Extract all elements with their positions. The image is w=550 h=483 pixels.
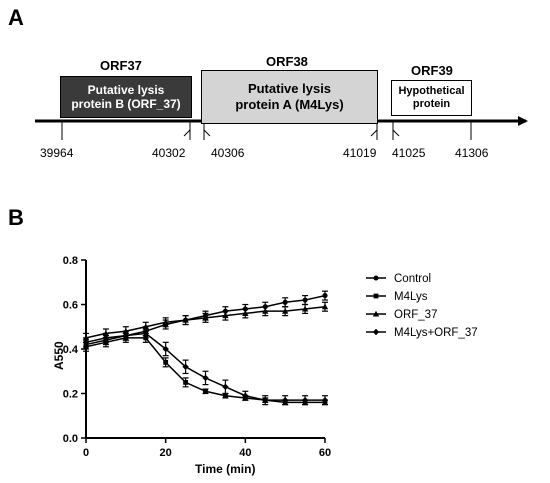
x-tick-label: 0 <box>83 447 89 459</box>
data-point-m4lys-orf-37 <box>202 374 209 382</box>
orf39-box-line2: protein <box>412 98 451 110</box>
data-point-control <box>302 297 308 303</box>
coordinate-label: 41019 <box>343 146 377 160</box>
data-point-m4lys-orf-37 <box>122 332 130 339</box>
data-point-m4lys-orf-37 <box>281 396 289 404</box>
legend-label: M4Lys <box>394 291 428 303</box>
data-point-control <box>282 299 288 305</box>
orf39-box-line1: Hypothetical <box>398 84 465 97</box>
y-axis-label: A550 <box>52 341 66 370</box>
coordinate-label: 39964 <box>40 146 74 160</box>
data-point-m4lys-orf-37 <box>82 339 90 346</box>
data-point-m4lys <box>223 393 228 399</box>
orf37-box-line1: Putative lysis <box>87 82 165 97</box>
data-point-m4lys-orf-37 <box>242 392 249 399</box>
data-point-orf-37 <box>262 307 269 314</box>
data-point-m4lys-orf-37 <box>142 330 149 337</box>
x-axis-label: Time (min) <box>195 462 256 476</box>
orf39-label: ORF39 <box>411 63 453 78</box>
coordinate-label: 40306 <box>211 146 245 160</box>
data-point-m4lys <box>183 379 188 385</box>
legend-marker <box>372 328 380 336</box>
y-tick-label: 0.8 <box>63 255 78 267</box>
data-point-m4lys-orf-37 <box>301 396 309 404</box>
y-tick-label: 0.4 <box>63 344 79 356</box>
legend-label: ORF_37 <box>394 309 437 321</box>
data-point-orf-37 <box>162 319 169 325</box>
data-point-orf-37 <box>222 312 229 319</box>
panel-b-letter: B <box>8 205 24 230</box>
data-point-orf-37 <box>301 305 309 312</box>
orf38-gene-box: Putative lysis protein A (M4Lys) <box>201 70 378 124</box>
data-point-m4lys-orf-37 <box>182 363 189 370</box>
coordinate-bracket <box>203 129 211 137</box>
orf37-label: ORF37 <box>100 58 142 73</box>
data-point-orf-37 <box>182 316 189 323</box>
coordinate-label: 40302 <box>152 146 186 160</box>
coordinate-label: 41306 <box>455 146 489 160</box>
orf38-label: ORF38 <box>266 54 308 69</box>
panel-a-letter: A <box>8 5 24 30</box>
orf38-box-line2: protein A (M4Lys) <box>235 97 344 112</box>
data-point-m4lys-orf-37 <box>162 345 169 353</box>
coordinate-bracket <box>392 129 400 137</box>
data-point-orf-37 <box>281 307 289 314</box>
legend-label: Control <box>394 273 431 285</box>
data-point-orf-37 <box>142 323 149 330</box>
data-point-m4lys-orf-37 <box>102 334 110 342</box>
y-tick-label: 0.6 <box>63 300 78 312</box>
x-tick-label: 20 <box>160 447 172 459</box>
data-point-m4lys <box>163 359 169 365</box>
legend-marker <box>373 275 379 281</box>
legend-marker <box>372 310 380 317</box>
data-point-orf-37 <box>202 314 209 321</box>
x-tick-label: 60 <box>319 447 331 459</box>
x-tick-label: 40 <box>239 447 251 459</box>
orf39-gene-box: Hypothetical protein <box>391 80 472 116</box>
orf38-box-line1: Putative lysis <box>247 81 332 97</box>
data-point-m4lys <box>203 388 208 394</box>
coordinate-label: 41025 <box>392 146 426 160</box>
y-tick-label: 0.0 <box>63 433 78 445</box>
data-point-orf-37 <box>242 310 249 316</box>
data-point-orf-37 <box>321 303 329 310</box>
orf37-gene-box: Putative lysis protein B (ORF_37) <box>60 76 192 118</box>
coordinate-bracket <box>183 129 191 137</box>
orf37-box-line2: protein B (ORF_37) <box>71 97 181 111</box>
data-point-m4lys-orf-37 <box>262 396 269 404</box>
data-point-m4lys-orf-37 <box>222 383 229 391</box>
data-point-control <box>322 293 328 299</box>
coordinate-bracket <box>370 129 378 137</box>
legend-marker <box>373 293 379 299</box>
legend-label: M4Lys+ORF_37 <box>394 327 478 339</box>
y-tick-label: 0.2 <box>63 389 78 401</box>
data-point-m4lys-orf-37 <box>321 396 329 404</box>
